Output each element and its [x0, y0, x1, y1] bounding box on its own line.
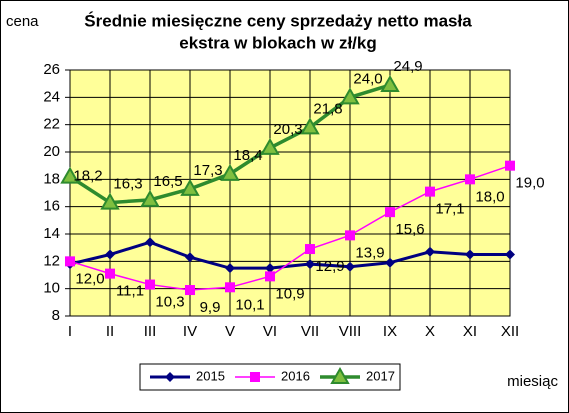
x-tick-label: XII: [501, 323, 519, 340]
marker: [385, 207, 395, 218]
marker: [300, 117, 320, 135]
data-label: 9,9: [200, 299, 221, 316]
data-label: 24,9: [393, 58, 422, 75]
y-tick-label: 14: [43, 225, 60, 242]
y-tick-label: 24: [43, 88, 60, 105]
x-tick-label: III: [144, 323, 157, 340]
data-label: 16,3: [113, 176, 142, 193]
marker: [105, 249, 115, 260]
data-label: 17,1: [435, 201, 464, 218]
marker: [505, 160, 515, 171]
legend-label: 2016: [281, 368, 310, 383]
marker: [265, 263, 275, 274]
marker: [305, 244, 315, 255]
x-tick-label: IV: [183, 323, 197, 340]
marker: [465, 249, 475, 260]
y-tick-label: 18: [43, 170, 60, 187]
x-axis-label: miesiąc: [507, 373, 558, 390]
marker: [505, 249, 515, 260]
x-tick-label: V: [225, 323, 235, 340]
data-label: 12,0: [75, 270, 104, 287]
marker: [260, 137, 280, 155]
data-label: 24,0: [353, 70, 382, 87]
x-tick-label: XI: [463, 323, 477, 340]
plot-border: [69, 69, 511, 317]
y-tick-label: 26: [43, 61, 60, 78]
y-axis-label: cena: [6, 13, 39, 30]
data-label: 16,5: [153, 173, 182, 190]
x-tick-label: VI: [263, 323, 277, 340]
data-label: 18,4: [233, 147, 262, 164]
data-label: 10,1: [235, 296, 264, 313]
marker: [425, 246, 435, 257]
y-tick-label: 20: [43, 143, 60, 160]
x-tick-label: I: [68, 323, 72, 340]
marker: [165, 372, 175, 382]
marker: [345, 261, 355, 272]
data-label: 13,9: [355, 244, 384, 261]
marker: [65, 256, 75, 267]
data-label: 10,9: [275, 285, 304, 302]
marker: [465, 174, 475, 185]
marker: [185, 252, 195, 263]
x-tick-label: VII: [301, 323, 319, 340]
marker: [225, 282, 235, 293]
marker: [60, 166, 80, 184]
marker: [100, 192, 120, 210]
plot-area: [70, 70, 510, 316]
marker: [380, 75, 400, 93]
x-tick-label: II: [106, 323, 114, 340]
chart-title: ekstra w blokach w zł/kg: [179, 33, 376, 52]
data-label: 10,3: [155, 294, 184, 311]
x-tick-label: IX: [383, 323, 397, 340]
data-label: 15,6: [395, 221, 424, 238]
marker: [385, 257, 395, 268]
marker: [345, 230, 355, 241]
marker: [425, 186, 435, 197]
marker: [225, 263, 235, 274]
marker: [265, 271, 275, 282]
x-tick-label: VIII: [339, 323, 362, 340]
data-label: 18,2: [73, 168, 102, 185]
y-tick-label: 8: [52, 307, 60, 324]
marker: [185, 285, 195, 296]
chart-title: Średnie miesięczne ceny sprzedaży netto …: [84, 11, 472, 30]
y-tick-label: 10: [43, 280, 60, 297]
marker: [145, 279, 155, 290]
marker: [305, 259, 315, 270]
series-line: [69, 164, 511, 291]
data-label: 17,3: [193, 162, 222, 179]
data-label: 21,8: [313, 100, 342, 117]
data-label: 18,0: [475, 188, 504, 205]
y-tick-label: 16: [43, 198, 60, 215]
marker: [180, 178, 200, 196]
y-tick-label: 12: [43, 252, 60, 269]
data-label: 20,3: [273, 121, 302, 138]
data-label: 11,1: [116, 283, 144, 300]
marker: [340, 87, 360, 105]
marker: [145, 237, 155, 248]
marker: [330, 366, 350, 384]
y-tick-label: 22: [43, 116, 60, 133]
data-label: 19,0: [515, 175, 544, 192]
series-line: [69, 240, 510, 270]
legend-label: 2017: [366, 368, 395, 383]
legend-label: 2015: [196, 368, 225, 383]
x-tick-label: X: [425, 323, 435, 340]
marker: [140, 189, 160, 207]
marker: [105, 268, 115, 279]
marker: [250, 372, 260, 382]
data-label: 12,9: [315, 258, 344, 275]
marker: [220, 163, 240, 181]
